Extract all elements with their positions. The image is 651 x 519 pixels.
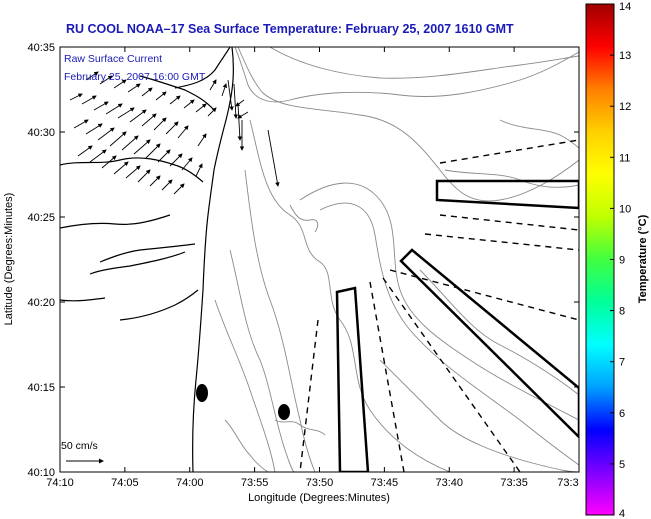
colorbar-tick-label: 12 [619, 101, 631, 113]
x-tick-label: 73:35 [500, 477, 528, 489]
survey-regions [299, 139, 579, 472]
survey-box-3 [335, 286, 370, 472]
x-tick-label: 74:10 [46, 477, 74, 489]
map-content [60, 47, 579, 472]
colorbar-tick-label: 6 [619, 408, 625, 420]
colorbar-tick-label: 13 [619, 50, 631, 62]
colorbar-tick-label: 7 [619, 357, 625, 369]
colorbar-tick-label: 8 [619, 306, 625, 318]
survey-box-1 [435, 179, 579, 210]
scale-label: 50 cm/s [61, 440, 98, 452]
figure-title: RU COOL NOAA–17 Sea Surface Temperature:… [66, 22, 514, 36]
y-axis: 40:35 40:30 40:25 40:20 40:15 40:10 [27, 42, 579, 479]
colorbar-tick-label: 10 [619, 203, 631, 215]
survey-box-2 [399, 248, 579, 439]
colorbar-tick-label: 4 [619, 508, 625, 519]
bathymetry-contours [214, 47, 579, 472]
x-tick-label: 73:50 [306, 477, 334, 489]
colorbar-tick-label: 14 [619, 1, 631, 13]
current-vectors [69, 71, 280, 195]
x-axis-label: Longitude (Degrees:Minutes) [248, 492, 390, 504]
y-tick-label: 40:10 [27, 467, 55, 479]
y-tick-label: 40:20 [27, 297, 55, 309]
x-tick-label: 74:05 [111, 477, 139, 489]
x-tick-label: 74:00 [176, 477, 204, 489]
marker-2 [278, 404, 290, 420]
colorbar-gradient [585, 3, 615, 516]
coastline [60, 47, 235, 472]
y-axis-label: Latitude (Degrees:Minutes) [3, 193, 15, 326]
marker-1 [196, 384, 208, 402]
colorbar-tick-label: 9 [619, 255, 625, 267]
colorbar-tick-label: 5 [619, 459, 625, 471]
plot-area: Raw Surface Current February 25, 2007 16… [59, 46, 580, 473]
x-tick-label: 73:45 [371, 477, 399, 489]
y-tick-label: 40:30 [27, 127, 55, 139]
x-tick-label: 73:55 [241, 477, 269, 489]
current-legend-line2: February 25, 2007 16:00 GMT [64, 71, 206, 83]
y-tick-label: 40:25 [27, 212, 55, 224]
y-tick-label: 40:35 [27, 42, 55, 54]
x-tick-label: 73:3 [557, 477, 578, 489]
y-tick-label: 40:15 [27, 382, 55, 394]
colorbar-label: Temperature (°C) [637, 214, 649, 303]
current-legend-line1: Raw Surface Current [64, 53, 162, 65]
colorbar-ticks: 14 13 12 11 10 9 8 7 6 5 4 [610, 1, 631, 519]
x-tick-label: 73:40 [435, 477, 463, 489]
colorbar: 14 13 12 11 10 9 8 7 6 5 4 Temperature (°C) [585, 1, 649, 519]
colorbar-tick-label: 11 [619, 152, 630, 164]
x-axis: 74:10 74:05 74:00 73:55 73:50 73:45 73:40 73:35… [46, 47, 580, 489]
